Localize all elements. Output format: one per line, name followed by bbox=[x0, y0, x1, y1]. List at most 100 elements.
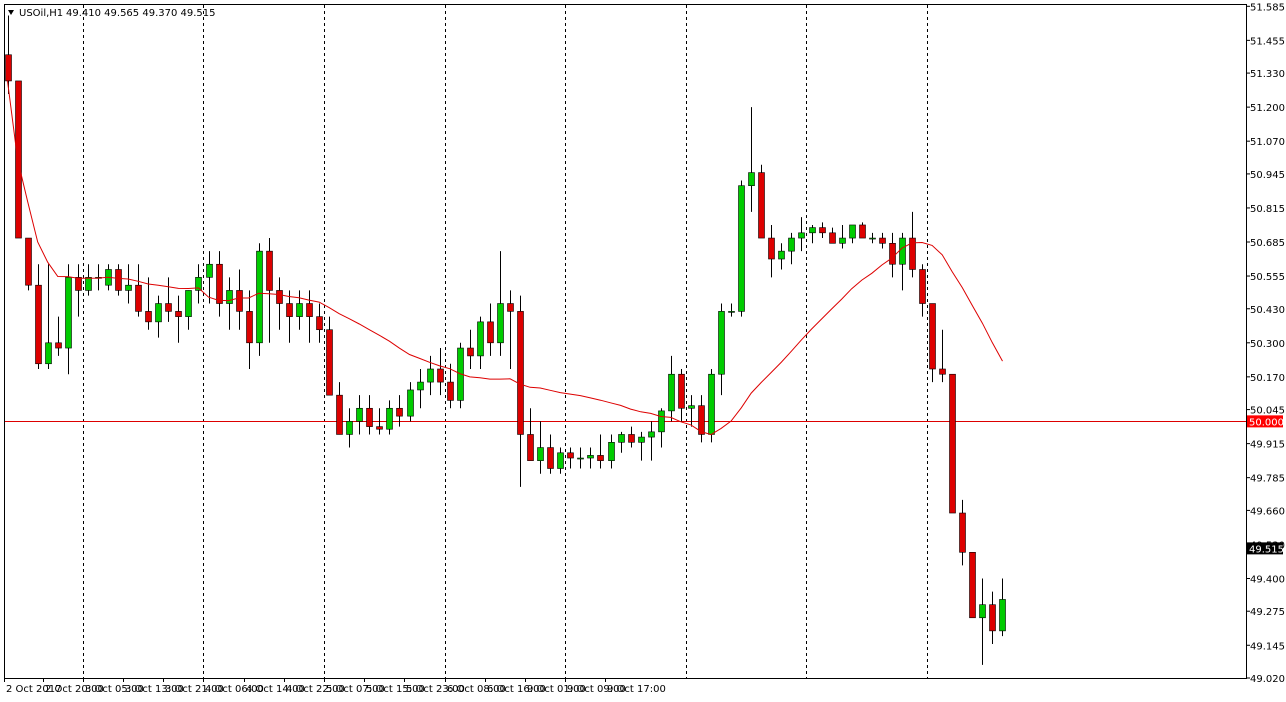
candle bbox=[969, 552, 976, 619]
candle bbox=[728, 303, 735, 317]
collapse-arrow-icon[interactable] bbox=[8, 10, 14, 15]
candle bbox=[557, 447, 564, 474]
x-tick-label: 9 Oct 09:00 bbox=[567, 684, 626, 695]
bull-candle-body bbox=[65, 277, 72, 349]
candle bbox=[326, 316, 333, 396]
candle bbox=[738, 180, 745, 317]
candle bbox=[768, 224, 775, 278]
candle bbox=[618, 431, 625, 453]
bull-candle-body bbox=[497, 303, 504, 344]
candle bbox=[658, 408, 665, 448]
bull-candle-body bbox=[658, 410, 665, 433]
candle bbox=[909, 211, 916, 278]
bull-candle-body bbox=[869, 237, 876, 240]
bear-candle-body bbox=[75, 277, 82, 291]
bear-candle-body bbox=[135, 284, 142, 312]
candle bbox=[165, 277, 172, 322]
bear-candle-body bbox=[336, 394, 343, 435]
candle bbox=[437, 348, 444, 396]
x-tick-label: 4 Oct 22:00 bbox=[286, 684, 345, 695]
candle bbox=[587, 447, 594, 469]
bull-candle-body bbox=[537, 447, 544, 461]
bull-candle-body bbox=[155, 303, 162, 323]
candle bbox=[175, 295, 182, 343]
candle bbox=[507, 290, 514, 369]
bear-candle-body bbox=[366, 407, 373, 427]
y-tick-label: 50.685 bbox=[1250, 238, 1285, 249]
candle bbox=[35, 264, 42, 369]
bear-candle-body bbox=[216, 263, 223, 304]
bear-candle-body bbox=[768, 237, 775, 260]
candle bbox=[366, 395, 373, 435]
bull-candle-body bbox=[748, 172, 755, 186]
bull-candle-body bbox=[427, 368, 434, 383]
candle bbox=[15, 80, 22, 239]
bull-candle-body bbox=[256, 250, 263, 344]
candle bbox=[949, 373, 956, 514]
bull-candle-body bbox=[386, 407, 393, 430]
candle bbox=[145, 277, 152, 330]
price-tags: 50.000 49.515 bbox=[1247, 415, 1284, 555]
bear-candle-body bbox=[316, 316, 323, 331]
bear-candle-body bbox=[266, 250, 273, 291]
bull-candle-body bbox=[668, 373, 675, 412]
candle bbox=[125, 264, 132, 304]
bear-candle-body bbox=[919, 269, 926, 304]
y-tick-label: 51.455 bbox=[1250, 36, 1285, 47]
bull-candle-body bbox=[618, 434, 625, 443]
bear-candle-body bbox=[5, 54, 12, 82]
candle bbox=[155, 295, 162, 338]
candle bbox=[65, 264, 72, 375]
candle bbox=[346, 408, 353, 448]
bear-candle-body bbox=[949, 373, 956, 514]
bull-candle-body bbox=[195, 277, 202, 291]
candle bbox=[135, 264, 142, 317]
bull-candle-body bbox=[708, 373, 715, 435]
bull-candle-body bbox=[226, 290, 233, 304]
candle bbox=[487, 303, 494, 356]
bear-candle-body bbox=[959, 512, 966, 553]
bull-candle-body bbox=[608, 442, 615, 461]
candle bbox=[758, 164, 765, 239]
candle bbox=[55, 316, 62, 356]
price-axis: 51.585 51.455 51.330 51.200 51.070 50.945 50.8… bbox=[1246, 2, 1285, 685]
candle bbox=[919, 264, 926, 317]
current-price-tag-bg bbox=[1247, 542, 1283, 555]
bull-candle-body bbox=[999, 599, 1006, 632]
x-tick-label: 3 Oct 13:00 bbox=[125, 684, 184, 695]
bear-candle-body bbox=[507, 303, 514, 312]
candle bbox=[266, 238, 273, 343]
candle bbox=[929, 303, 936, 383]
candle bbox=[608, 434, 615, 469]
level-tag: 50.000 bbox=[1249, 417, 1284, 428]
candle bbox=[939, 329, 946, 383]
bear-candle-body bbox=[829, 232, 836, 244]
bear-candle-body bbox=[25, 237, 32, 286]
candle bbox=[547, 434, 554, 474]
x-tick-label: 2 Oct 2017 bbox=[6, 684, 61, 695]
bear-candle-body bbox=[698, 405, 705, 435]
candle bbox=[869, 232, 876, 244]
y-tick-label: 50.045 bbox=[1250, 406, 1285, 417]
bull-candle-body bbox=[778, 250, 785, 260]
bear-candle-body bbox=[175, 311, 182, 317]
y-tick-label: 51.200 bbox=[1250, 103, 1285, 114]
bull-candle-body bbox=[577, 457, 584, 460]
candle bbox=[788, 232, 795, 265]
y-tick-label: 50.430 bbox=[1250, 305, 1285, 316]
candles bbox=[5, 15, 1006, 665]
bull-candle-body bbox=[356, 407, 363, 422]
candle bbox=[648, 421, 655, 461]
x-tick-label: 4 Oct 06:00 bbox=[205, 684, 264, 695]
x-tick-label: 3 Oct 05:00 bbox=[85, 684, 144, 695]
candle bbox=[979, 578, 986, 665]
bear-candle-body bbox=[969, 552, 976, 619]
y-tick-label: 49.660 bbox=[1250, 506, 1285, 517]
candle bbox=[798, 217, 805, 252]
bull-candle-body bbox=[557, 452, 564, 469]
candle bbox=[698, 395, 705, 443]
bull-candle-body bbox=[407, 389, 414, 417]
bear-candle-body bbox=[396, 407, 403, 417]
